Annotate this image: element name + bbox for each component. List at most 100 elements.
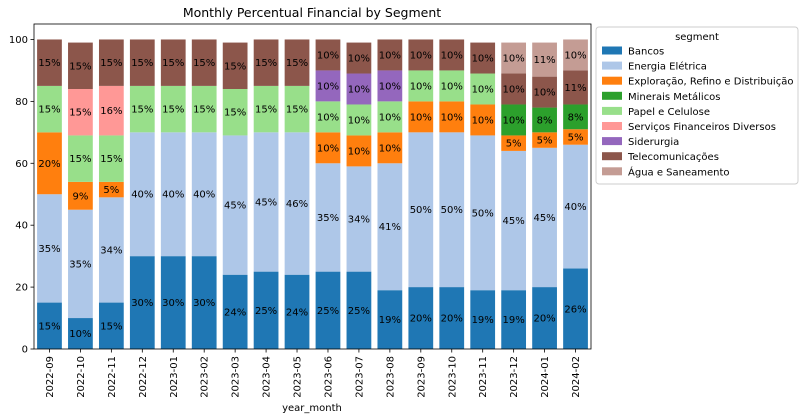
bar-segment xyxy=(68,181,93,210)
bar-segment xyxy=(470,135,496,291)
data-label: 25% xyxy=(255,306,277,317)
bar-segment xyxy=(98,135,124,182)
bar-segment xyxy=(315,271,341,349)
x-tick-label: 2023-04 xyxy=(262,356,273,398)
x-tick-label: 2024-02 xyxy=(571,356,582,398)
bar-segment xyxy=(253,85,279,133)
data-label: 15% xyxy=(69,154,91,165)
bar-segment xyxy=(315,39,341,71)
bar-segment xyxy=(253,132,279,272)
bar-segment xyxy=(98,197,124,303)
bar-segment xyxy=(563,144,588,269)
bar-segment xyxy=(160,39,186,86)
bar-segment xyxy=(532,287,557,349)
bar-segment xyxy=(98,302,124,349)
bar-segment xyxy=(563,129,588,145)
bar-segment xyxy=(377,163,403,291)
bar-segment xyxy=(470,73,496,105)
bar-segment xyxy=(284,85,310,133)
data-label: 10% xyxy=(441,112,463,123)
bar-segment xyxy=(439,39,465,71)
bar-segment xyxy=(532,132,557,148)
bar-segment xyxy=(284,39,310,86)
legend-entry: Energia Elétrica xyxy=(628,61,707,73)
bar-segment xyxy=(501,135,527,151)
bar-segment xyxy=(346,104,372,136)
x-tick-label: 2023-12 xyxy=(509,356,520,398)
bar-segment xyxy=(37,85,62,133)
bar-segment xyxy=(129,256,155,349)
data-label: 5% xyxy=(537,136,553,147)
data-label: 11% xyxy=(533,55,555,66)
bar-segment xyxy=(501,73,527,105)
data-label: 15% xyxy=(255,105,277,116)
data-label: 10% xyxy=(379,143,401,154)
x-tick-label: 2023-05 xyxy=(293,356,304,398)
data-label: 15% xyxy=(38,58,60,69)
bar-segment xyxy=(68,318,93,349)
bar-segment xyxy=(160,132,186,257)
legend-swatch xyxy=(602,152,622,161)
data-label: 20% xyxy=(533,314,555,325)
data-label: 10% xyxy=(69,329,91,340)
x-tick-label: 2023-01 xyxy=(169,356,180,398)
data-label: 15% xyxy=(162,58,184,69)
data-label: 15% xyxy=(131,58,153,69)
legend-swatch xyxy=(602,106,622,115)
data-label: 11% xyxy=(564,83,586,94)
bar-segment xyxy=(160,85,186,133)
data-label: 5% xyxy=(103,185,119,196)
data-label: 15% xyxy=(69,61,91,72)
bar-segment xyxy=(377,132,403,164)
x-tick-label: 2023-10 xyxy=(447,356,458,398)
data-label: 20% xyxy=(441,314,463,325)
x-tick-label: 2022-12 xyxy=(138,356,149,398)
bar-segment xyxy=(315,101,341,133)
legend-swatch xyxy=(602,122,622,130)
bar-segment xyxy=(408,132,434,288)
data-label: 10% xyxy=(379,81,401,92)
x-tick-label: 2023-02 xyxy=(200,356,211,398)
bar-segment xyxy=(346,166,372,272)
bar-segment xyxy=(98,39,124,86)
bar-segment xyxy=(191,132,217,257)
x-tick-label: 2023-03 xyxy=(231,356,242,398)
bar-segment xyxy=(129,132,155,257)
legend-swatch xyxy=(602,167,622,176)
bar-segment xyxy=(315,132,341,164)
data-label: 10% xyxy=(410,50,432,61)
bar-segment xyxy=(501,104,527,136)
legend-entry: Água e Saneamento xyxy=(628,165,730,178)
legend-swatch xyxy=(602,137,622,146)
axes: 0 20 40 60 80 100 2022-09 2022-10 2022-11 2022-12… xyxy=(9,23,592,398)
data-labels: 15% 35% 20% 15% 15% 10% 35% 9% 15% 15% 15% 15% 34% 5%… xyxy=(38,50,586,340)
data-label: 10% xyxy=(503,85,525,96)
y-tick-label: 100 xyxy=(9,35,28,46)
data-label: 10% xyxy=(348,85,370,96)
bar-segment xyxy=(346,42,372,74)
legend-entry: Papel e Celulose xyxy=(628,107,710,118)
bar-segment xyxy=(563,70,588,105)
data-label: 50% xyxy=(441,205,463,216)
data-label: 10% xyxy=(379,112,401,123)
bar-segment xyxy=(315,163,341,272)
data-label: 5% xyxy=(568,132,584,143)
data-label: 10% xyxy=(564,50,586,61)
y-tick-label: 60 xyxy=(15,159,28,170)
x-tick-label: 2022-11 xyxy=(107,356,118,398)
data-label: 25% xyxy=(317,306,339,317)
legend-title: segment xyxy=(675,32,719,43)
data-label: 10% xyxy=(348,54,370,65)
data-label: 24% xyxy=(224,307,246,318)
bar-segment xyxy=(377,101,403,133)
data-label: 5% xyxy=(506,139,522,150)
bar-segment xyxy=(191,85,217,133)
bar-segment xyxy=(191,256,217,349)
legend-entry: Telecomunicações xyxy=(627,152,719,163)
data-label: 15% xyxy=(100,321,122,332)
bar-segment xyxy=(253,39,279,86)
bar-segment xyxy=(129,85,155,133)
bar-segment xyxy=(501,42,527,74)
data-label: 15% xyxy=(193,105,215,116)
bar-segment xyxy=(98,85,124,136)
